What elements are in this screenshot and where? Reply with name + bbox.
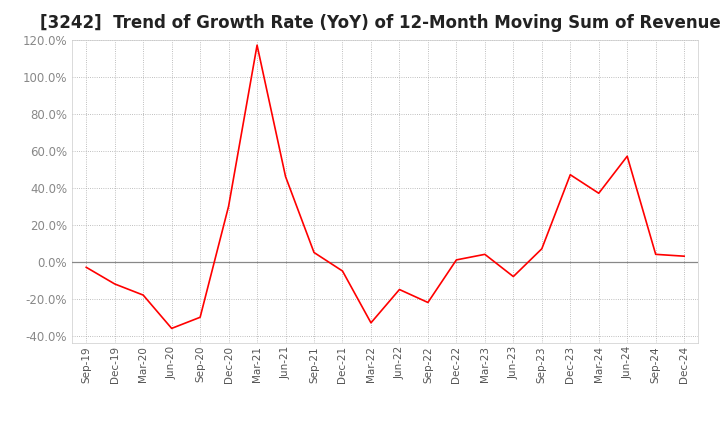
Title: [3242]  Trend of Growth Rate (YoY) of 12-Month Moving Sum of Revenues: [3242] Trend of Growth Rate (YoY) of 12-… [40, 15, 720, 33]
